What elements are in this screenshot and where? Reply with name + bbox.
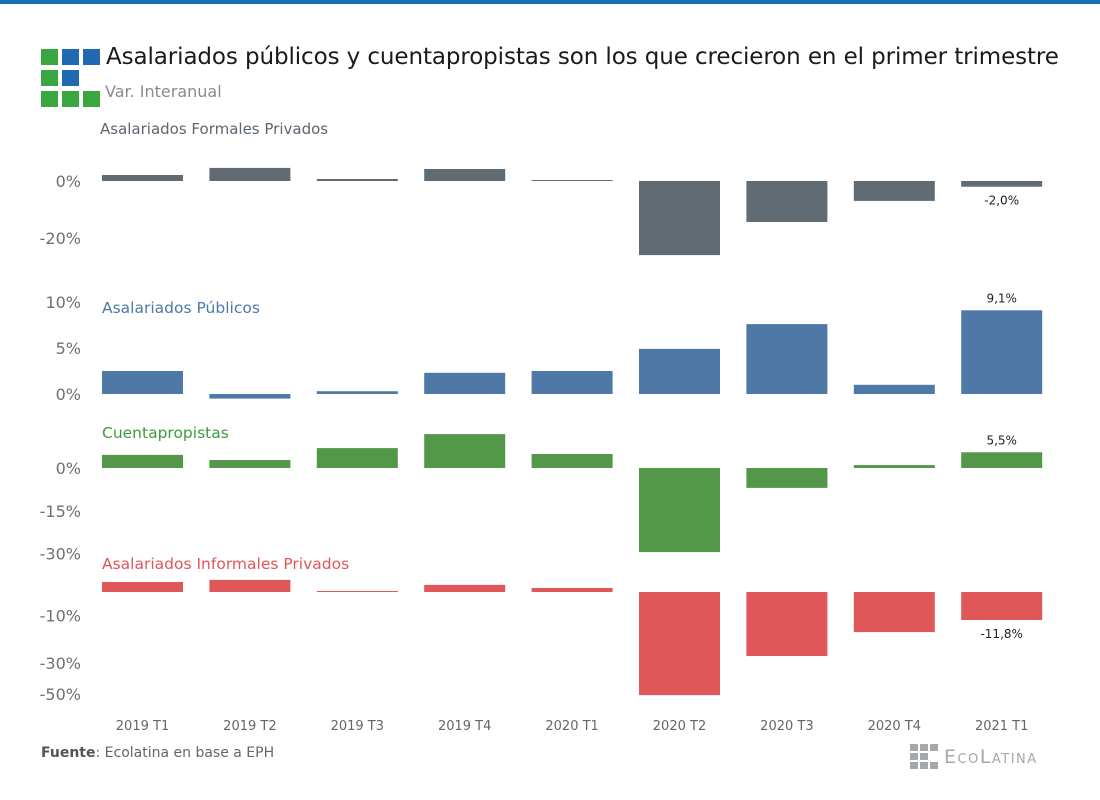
y-tick-label: -30%: [40, 545, 81, 564]
bar: [746, 468, 828, 488]
bar: [639, 181, 720, 256]
bar: [102, 582, 183, 592]
series-label: Cuentapropistas: [102, 424, 229, 442]
x-tick-label: 2019 T4: [438, 719, 491, 734]
brand-grid-square: [910, 753, 918, 760]
bar: [531, 588, 613, 592]
series-label: Asalariados Formales Privados: [100, 120, 328, 138]
logo-square: [62, 91, 79, 107]
top-accent-bar: [0, 0, 1100, 4]
bar: [209, 394, 291, 399]
x-tick-label: 2019 T1: [116, 719, 169, 734]
bar: [961, 310, 1043, 394]
y-tick-label: 0%: [56, 459, 81, 478]
brand-grid-square: [910, 744, 918, 751]
bar: [209, 167, 291, 181]
logo-square: [41, 49, 58, 65]
chart-subtitle: Var. Interanual: [105, 82, 222, 101]
logo-square: [62, 70, 79, 86]
brand-grid-square: [920, 753, 928, 760]
x-tick-label: 2019 T3: [331, 719, 384, 734]
bar: [102, 371, 183, 394]
y-tick-label: -30%: [40, 654, 81, 673]
source-note: Fuente: Ecolatina en base a EPH: [41, 745, 274, 761]
panel-3: Cuentapropistas 0% -15% -30% 5,5%: [40, 424, 1043, 564]
bar: [853, 181, 935, 201]
bar: [531, 180, 613, 181]
bar: [209, 460, 291, 468]
logo-icon: [41, 49, 101, 109]
bar: [746, 181, 828, 222]
x-tick-label: 2020 T3: [760, 719, 813, 734]
bar: [209, 579, 291, 592]
brand-grid-square: [920, 762, 928, 769]
y-tick-label: -10%: [40, 607, 81, 626]
panel-4: Asalariados Informales Privados -10% -30% -…: [40, 555, 1043, 704]
y-tick-label: -15%: [40, 502, 81, 521]
brand-grid-icon: [910, 744, 938, 772]
bar: [961, 592, 1043, 620]
bar: [639, 348, 720, 394]
bar: [316, 448, 398, 468]
bar: [746, 324, 828, 394]
y-tick-label: -50%: [40, 685, 81, 704]
bar: [102, 454, 183, 468]
bar: [316, 391, 398, 394]
y-tick-label: 0%: [56, 172, 81, 191]
bar: [531, 371, 613, 394]
bar: [424, 372, 506, 394]
bar: [316, 591, 398, 592]
series-label: Asalariados Informales Privados: [102, 555, 349, 573]
data-label: 5,5%: [986, 433, 1017, 447]
brand-grid-square: [920, 744, 928, 751]
data-label: -11,8%: [980, 627, 1022, 641]
x-tick-label: 2020 T1: [545, 719, 598, 734]
source-label: Fuente: [41, 745, 96, 761]
logo-square: [62, 49, 79, 65]
brand-name: EcoLatina: [944, 746, 1038, 768]
chart-title: Asalariados públicos y cuentapropistas s…: [106, 44, 1059, 70]
series-label: Asalariados Públicos: [102, 299, 260, 317]
logo-square: [83, 49, 100, 65]
x-tick-label: 2020 T2: [653, 719, 706, 734]
source-text: : Ecolatina en base a EPH: [95, 745, 275, 761]
bar: [424, 434, 506, 468]
bar: [316, 179, 398, 181]
bar: [961, 181, 1043, 187]
bar: [853, 384, 935, 394]
panel-1: Asalariados Formales Privados 0% -20% -2,0%: [40, 120, 1043, 256]
bar: [639, 592, 720, 696]
x-tick-label: 2021 T1: [975, 719, 1028, 734]
data-label: 9,1%: [986, 291, 1017, 305]
y-tick-label: 10%: [45, 293, 81, 312]
bar: [531, 454, 613, 468]
x-tick-label: 2019 T2: [223, 719, 276, 734]
y-tick-label: -20%: [40, 229, 81, 248]
bar: [102, 175, 183, 181]
brand-grid-square: [930, 744, 938, 751]
bar: [639, 468, 720, 553]
bar: [853, 465, 935, 468]
panel-2: Asalariados Públicos 10% 5% 0% 9,1%: [45, 291, 1043, 404]
brand-grid-square: [910, 762, 918, 769]
logo-square: [41, 91, 58, 107]
bar: [853, 592, 935, 633]
y-tick-label: 5%: [56, 339, 81, 358]
x-tick-label: 2020 T4: [868, 719, 921, 734]
bar: [961, 452, 1043, 468]
brand-grid-square: [930, 762, 938, 769]
bar: [424, 169, 506, 181]
logo-square: [41, 70, 58, 86]
logo-square: [83, 91, 100, 107]
data-label: -2,0%: [984, 194, 1019, 208]
bar: [746, 592, 828, 656]
bar: [424, 584, 506, 592]
y-tick-label: 0%: [56, 385, 81, 404]
